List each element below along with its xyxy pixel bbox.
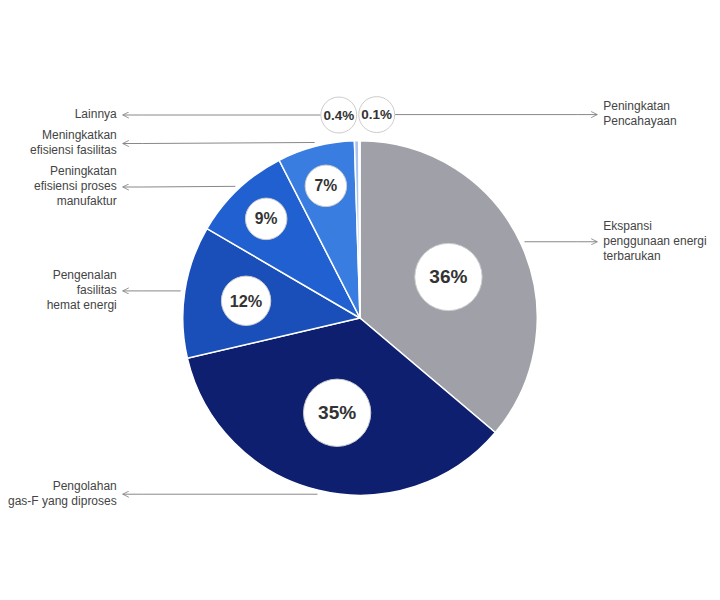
category-label: Pengenalanfasilitashemat energi [47, 268, 117, 312]
category-label: Meningkatkanefisiensi fasilitas [30, 128, 117, 157]
category-label-line: fasilitas [77, 283, 117, 297]
leader-line [143, 142, 315, 143]
category-label-line: hemat energi [47, 298, 117, 312]
leader-arrow [577, 241, 597, 242]
leader-lines [123, 115, 598, 495]
leader-arrow [577, 114, 597, 115]
data-label: 0.4% [323, 108, 354, 123]
data-label-badge [415, 243, 482, 310]
leader-line [143, 115, 321, 116]
leader-line [143, 290, 181, 291]
data-label-badge [303, 379, 370, 446]
category-label: Ekspansipenggunaan energiterbarukan [603, 219, 706, 263]
category-label: Pengolahangas-F yang diproses [8, 479, 117, 508]
slice [359, 141, 360, 318]
leader-arrow [123, 115, 143, 116]
data-label: 12% [230, 292, 263, 310]
category-label: Peningkatanefisiensi prosesmanufaktur [34, 164, 117, 208]
leader-line [524, 241, 577, 242]
category-label: Lainnya [75, 107, 117, 121]
data-label-badge [221, 276, 270, 325]
data-label: 0.1% [361, 107, 392, 122]
pie-chart: 36%35%12%9%7%0.4%0.1%Ekspansipenggunaan … [0, 0, 720, 600]
data-label: 36% [429, 266, 467, 287]
leader-arrow [123, 494, 143, 495]
leader-arrow [123, 290, 143, 291]
category-label-line: penggunaan energi [603, 234, 706, 248]
category-label-line: Ekspansi [603, 219, 652, 233]
category-label-line: manufaktur [57, 194, 117, 208]
data-label-badge [305, 165, 347, 207]
data-label-badge [359, 97, 395, 133]
leader-arrow [123, 187, 143, 188]
category-label-line: Lainnya [75, 107, 117, 121]
category-label-line: Peningkatan [603, 99, 670, 113]
chart-container: 36%35%12%9%7%0.4%0.1%Ekspansipenggunaan … [0, 0, 720, 600]
category-label-line: efisiensi fasilitas [30, 143, 117, 157]
data-labels: 36% 35% 12% 9% 7% 0.4% 0.1% [221, 97, 482, 447]
category-label-line: efisiensi proses [34, 179, 117, 193]
category-label: PeningkatanPencahayaan [603, 99, 676, 128]
data-label: 9% [255, 210, 278, 227]
data-label: 35% [318, 402, 356, 423]
slices [183, 141, 538, 496]
slice [354, 141, 360, 318]
category-label-line: Pengolahan [53, 479, 117, 493]
slice [279, 141, 360, 318]
data-label-badge [321, 97, 357, 133]
category-labels: Ekspansipenggunaan energiterbarukan Pengo… [8, 99, 707, 508]
category-label-line: Pengenalan [53, 268, 117, 282]
leader-line [143, 186, 236, 188]
data-label-badge [245, 198, 287, 240]
category-label-line: Peningkatan [50, 164, 117, 178]
data-label: 7% [315, 177, 338, 194]
category-label-line: Pencahayaan [603, 114, 676, 128]
leader-arrow [123, 143, 143, 144]
category-label-line: gas-F yang diproses [8, 494, 117, 508]
category-label-line: terbarukan [603, 249, 660, 263]
leader-line [395, 114, 578, 115]
category-label-line: Meningkatkan [42, 128, 117, 142]
leader-line [143, 494, 318, 495]
